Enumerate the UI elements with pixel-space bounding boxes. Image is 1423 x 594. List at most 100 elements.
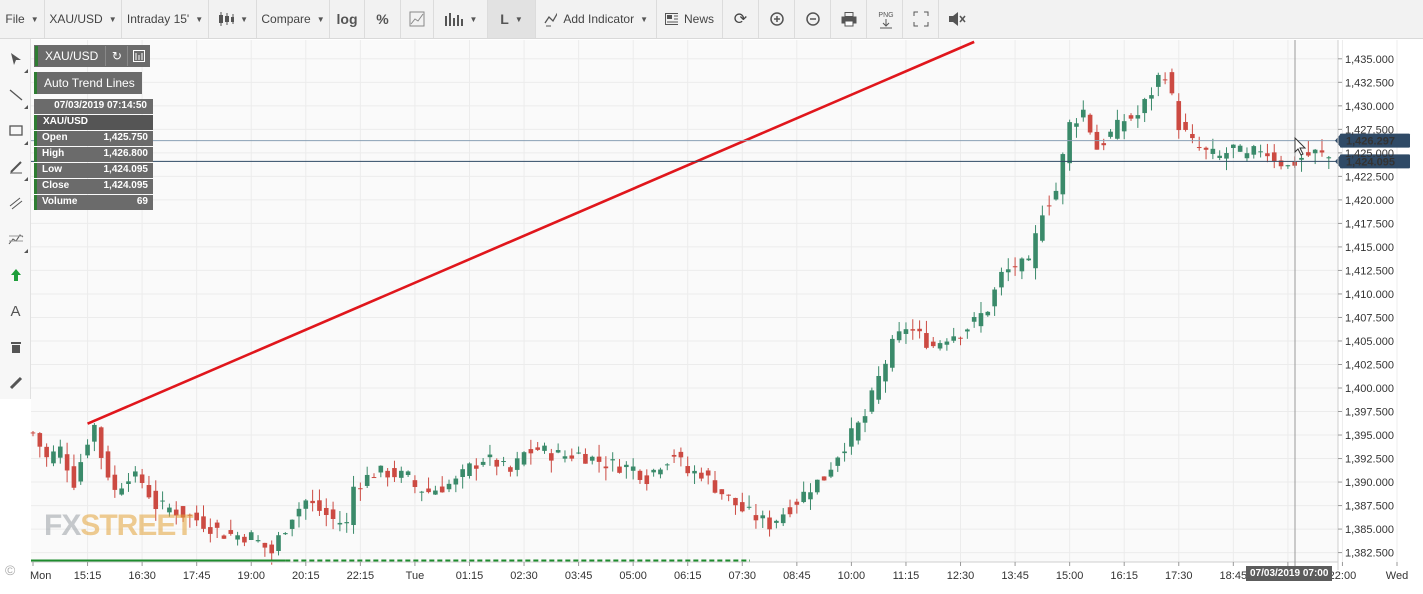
info-row-value: 1,426.800 — [103, 148, 149, 159]
zoom-in-button[interactable] — [759, 0, 795, 38]
x-axis: Mon 15:15 16:30 17:45 19:00 20:15 22:15 Tue 01:1… — [30, 561, 1408, 582]
x-tick-label: Tue — [406, 570, 425, 582]
x-tick-label: 08:45 — [783, 570, 811, 582]
volume-bars-icon — [444, 13, 463, 26]
candle-body — [971, 317, 977, 322]
refresh-button[interactable]: ⟳ — [723, 0, 759, 38]
info-row-high: High 1,426.800 — [34, 147, 153, 162]
symbol-select[interactable]: XAU/USD ▼ — [45, 0, 122, 38]
candle — [1231, 144, 1236, 159]
line-tool-select[interactable]: L ▼ — [488, 0, 536, 38]
candle — [378, 465, 384, 478]
candle — [1285, 164, 1291, 169]
candle — [1033, 225, 1038, 280]
candle-body — [344, 522, 350, 524]
candle — [392, 460, 397, 482]
print-button[interactable] — [831, 0, 867, 38]
trend-line — [87, 40, 975, 425]
candle-body — [1087, 114, 1093, 133]
interval-select[interactable]: Intraday 15' ▼ — [122, 0, 209, 38]
line-icon — [9, 89, 22, 101]
y-tick-label: 1,397.500 — [1345, 407, 1394, 419]
candle-body — [364, 474, 370, 486]
candle-body — [583, 453, 588, 464]
refresh-series-button[interactable]: ↻ — [105, 46, 128, 66]
candle-body — [508, 467, 513, 472]
candle-body — [153, 490, 159, 510]
brush-tool[interactable] — [0, 149, 31, 185]
candle-body — [1285, 165, 1291, 167]
info-row-value: 1,424.095 — [103, 180, 149, 191]
candle-body — [467, 463, 472, 476]
candle-body — [978, 313, 984, 327]
candle — [1087, 113, 1093, 135]
news-button[interactable]: News — [657, 0, 723, 38]
candle — [289, 519, 295, 537]
candle-body — [617, 466, 622, 473]
candle-body — [1019, 258, 1025, 272]
candle — [1210, 138, 1216, 160]
candle — [85, 439, 90, 459]
candle-body — [937, 343, 943, 349]
candle-body — [514, 458, 520, 470]
candle-body — [808, 492, 813, 500]
candle — [787, 499, 793, 518]
candle — [719, 489, 725, 500]
candle-body — [753, 515, 759, 521]
copyright-mark: © — [5, 562, 16, 578]
bars-settings-icon — [132, 50, 145, 62]
mute-button[interactable] — [939, 0, 975, 38]
candle-body — [221, 535, 227, 539]
auto-trend-lines-toggle[interactable]: Auto Trend Lines — [34, 72, 142, 94]
add-indicator-button[interactable]: Add Indicator ▼ — [536, 0, 657, 38]
interval-select-label: Intraday 15' — [126, 12, 190, 26]
percent-scale-button[interactable]: % — [365, 0, 401, 38]
candle — [201, 505, 206, 533]
candle-body — [644, 475, 650, 485]
candle — [398, 466, 404, 483]
candle — [242, 534, 247, 547]
candle — [228, 519, 234, 536]
zoom-out-button[interactable] — [795, 0, 831, 38]
fibonacci-tool[interactable] — [0, 221, 31, 257]
candle-body — [358, 488, 363, 490]
x-tick-label: 10:00 — [838, 570, 866, 582]
channel-tool[interactable] — [0, 185, 31, 221]
ohlc-info-panel: 07/03/2019 07:14:50 XAU/USD Open 1,425.75… — [34, 99, 153, 210]
volume-select[interactable]: ▼ — [434, 0, 488, 38]
line-draw-tool[interactable] — [0, 77, 31, 113]
candle-body — [821, 476, 827, 481]
y-tick-label: 1,390.000 — [1345, 477, 1394, 489]
candle-body — [1040, 215, 1045, 241]
series-settings-button[interactable] — [127, 46, 150, 66]
export-png-button[interactable]: PNG — [867, 0, 903, 38]
candle-body — [1224, 153, 1229, 159]
rectangle-tool[interactable] — [0, 113, 31, 149]
chart-type-select[interactable]: ▼ — [209, 0, 257, 38]
chart-style-button[interactable] — [401, 0, 434, 38]
candle-body — [855, 422, 861, 441]
candle — [187, 513, 193, 528]
candle-body — [426, 488, 431, 493]
arrow-tool[interactable] — [0, 257, 31, 293]
chevron-down-icon: ▼ — [640, 14, 648, 24]
candle-body — [269, 544, 274, 554]
candle — [726, 494, 731, 502]
ruler-tool[interactable] — [0, 365, 31, 401]
candle-body — [815, 479, 820, 493]
delete-tool[interactable] — [0, 329, 31, 365]
parallel-lines-icon — [9, 197, 22, 210]
compare-menu[interactable]: Compare ▼ — [257, 0, 330, 38]
candle — [439, 476, 445, 493]
pointer-tool[interactable] — [0, 41, 31, 77]
indicator-icon — [544, 12, 558, 27]
file-menu[interactable]: File ▼ — [0, 0, 45, 38]
x-tick-label: 16:15 — [1110, 570, 1138, 582]
text-tool[interactable]: A — [0, 293, 31, 329]
candle — [733, 497, 738, 515]
fullscreen-button[interactable] — [903, 0, 939, 38]
log-scale-button[interactable]: log — [330, 0, 365, 38]
candle — [542, 442, 547, 454]
candle-body — [1278, 160, 1284, 167]
